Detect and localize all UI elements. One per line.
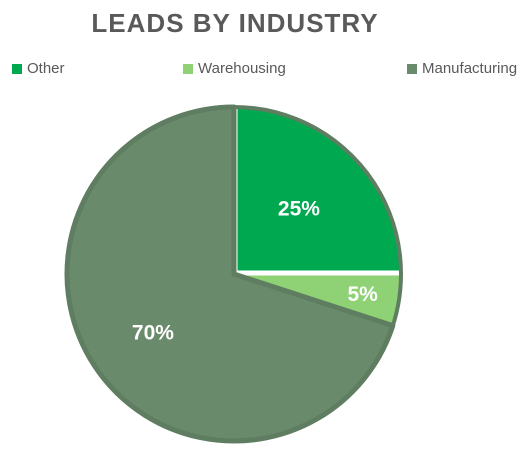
slice-label-other: 25% [278,198,320,221]
legend-item-manufacturing: Manufacturing [407,60,517,77]
pie-outline [65,105,403,443]
legend-item-warehousing: Warehousing [183,60,286,77]
slice-label-manufacturing: 70% [132,321,174,344]
legend-label-other: Other [27,60,65,77]
legend-label-manufacturing: Manufacturing [422,60,518,77]
legend-label-warehousing: Warehousing [198,60,286,77]
slice-label-warehousing: 5% [347,283,378,306]
legend-item-other: Other [12,60,65,77]
legend-swatch-warehousing [183,63,193,74]
chart-title: LEADS BY INDUSTRY [91,8,379,38]
legend-swatch-other [12,63,22,74]
legend-swatch-manufacturing [407,63,417,74]
slice-other [234,103,405,274]
legend: Other Warehousing Manufacturing [0,60,530,80]
